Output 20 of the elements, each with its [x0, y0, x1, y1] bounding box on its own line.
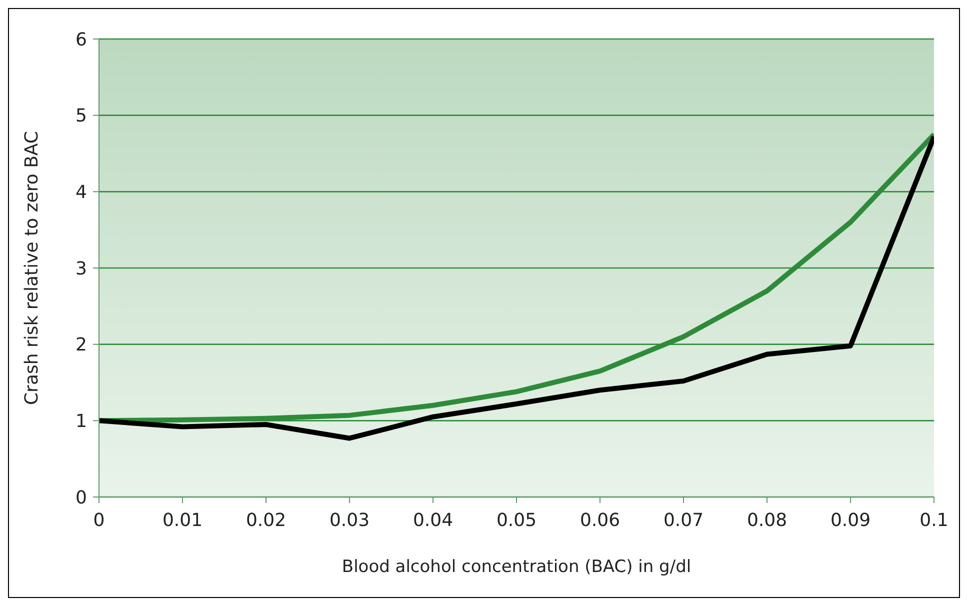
x-tick-label: 0.09: [830, 510, 871, 531]
y-axis-title: Crash risk relative to zero BAC: [21, 130, 42, 406]
y-tick-label: 6: [76, 29, 87, 50]
x-tick-label: 0: [93, 510, 105, 531]
x-tick-label: 0.05: [496, 510, 537, 531]
y-tick-label: 2: [76, 334, 87, 356]
y-tick-label: 1: [76, 411, 87, 432]
x-tick-label: 0.07: [663, 510, 704, 531]
x-tick-label: 0.02: [246, 510, 286, 531]
y-tick-label: 5: [76, 106, 87, 127]
y-tick-label: 0: [76, 487, 87, 508]
x-tick-label: 0.04: [412, 510, 454, 531]
x-tick-label: 0.1: [920, 510, 948, 531]
y-tick-label: 3: [76, 258, 87, 280]
y-tick-label: 4: [76, 182, 87, 204]
x-tick-label: 0.01: [162, 510, 203, 531]
x-tick-label: 0.03: [329, 510, 370, 531]
x-axis-title: Blood alcohol concentration (BAC) in g/dl: [342, 557, 692, 577]
x-tick-label: 0.06: [580, 510, 620, 531]
x-tick-label: 0.08: [746, 510, 788, 531]
